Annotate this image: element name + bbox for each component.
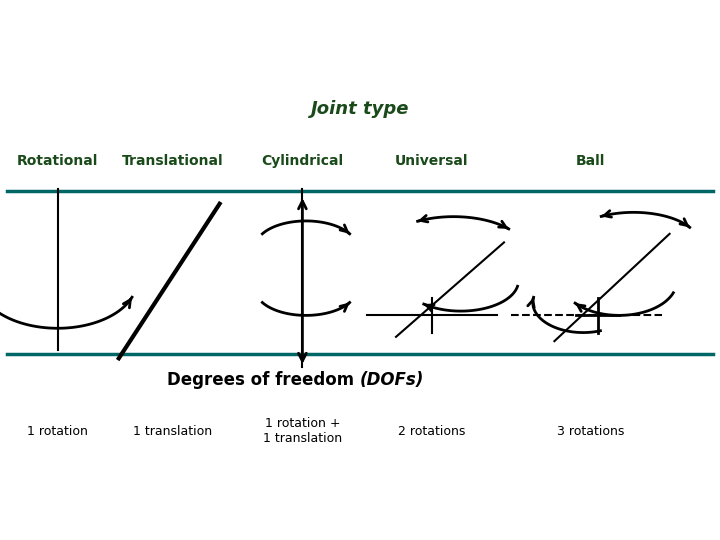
Text: László Horváth: László Horváth: [76, 509, 168, 522]
Text: Translational: Translational: [122, 154, 224, 168]
Text: 3 rotations: 3 rotations: [557, 425, 624, 438]
Text: ÓU-IAM: ÓU-IAM: [265, 509, 311, 522]
Text: Ball: Ball: [576, 154, 605, 168]
Text: Degrees of freedom: Degrees of freedom: [167, 371, 360, 389]
Text: 1 rotation: 1 rotation: [27, 425, 88, 438]
Text: Joint type: Joint type: [311, 100, 409, 118]
Text: (DOFs): (DOFs): [360, 371, 424, 389]
Text: 1 rotation +
1 translation: 1 rotation + 1 translation: [263, 417, 342, 446]
Text: Rotational: Rotational: [17, 154, 99, 168]
Text: 2 rotations: 2 rotations: [398, 425, 466, 438]
Text: Cylindrical: Cylindrical: [261, 154, 343, 168]
Text: Universal: Universal: [395, 154, 469, 168]
Text: 1 translation: 1 translation: [133, 425, 212, 438]
Text: http://users.nik.uni-obuda.hu/lhorvath/: http://users.nik.uni-obuda.hu/lhorvath/: [383, 509, 625, 522]
Text: Adding relative movements to solid shapes at relationships: Adding relative movements to solid shape…: [11, 25, 667, 44]
